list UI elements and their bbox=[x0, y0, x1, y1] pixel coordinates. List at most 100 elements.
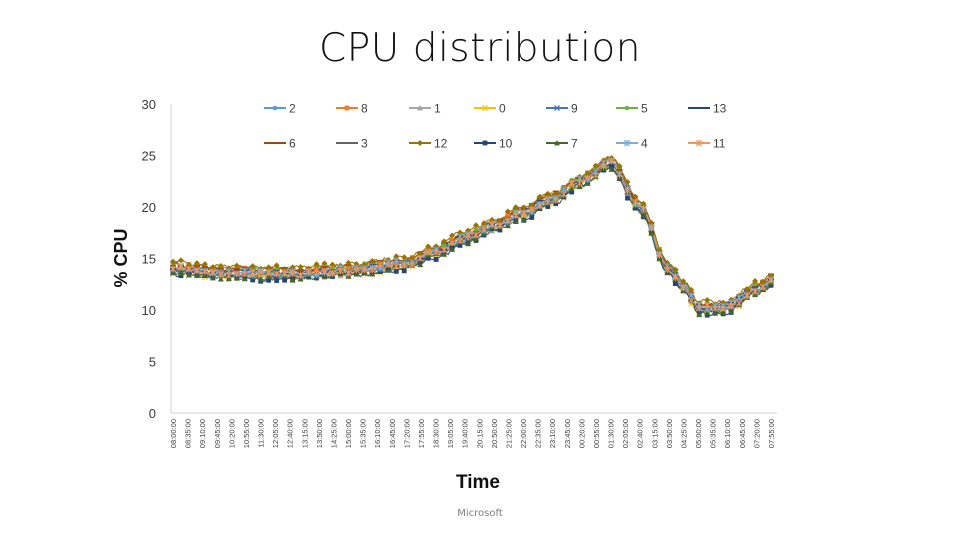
legend-label: 1 bbox=[434, 102, 441, 116]
series-point-10 bbox=[433, 257, 439, 262]
y-tick-label: 30 bbox=[142, 97, 156, 112]
series-point-12 bbox=[209, 264, 216, 271]
x-tick-label: 03:50:00 bbox=[665, 419, 674, 448]
legend-label: 4 bbox=[641, 137, 648, 151]
x-tick-label: 05:00:00 bbox=[694, 419, 703, 448]
series-point-11 bbox=[472, 232, 480, 239]
series-point-10 bbox=[569, 189, 575, 195]
series-point-11 bbox=[512, 212, 520, 219]
axis-labels: Time % CPU bbox=[111, 228, 500, 493]
series-point-10 bbox=[425, 255, 431, 261]
series-point-7 bbox=[512, 218, 519, 225]
series-point-7 bbox=[185, 272, 192, 278]
y-tick-label: 0 bbox=[149, 406, 156, 421]
series-point-11 bbox=[265, 269, 272, 277]
series-point-7 bbox=[584, 180, 591, 186]
series-point-7 bbox=[201, 272, 208, 279]
series-point-11 bbox=[735, 300, 743, 307]
series-point-12 bbox=[472, 222, 479, 229]
series-point-12 bbox=[417, 250, 424, 257]
series-point-11 bbox=[592, 171, 599, 179]
series-point-12 bbox=[185, 262, 192, 269]
series-point-7 bbox=[241, 275, 248, 282]
series-point-11 bbox=[552, 197, 559, 204]
x-tick-label: 18:30:00 bbox=[432, 419, 441, 448]
series-point-7 bbox=[321, 273, 328, 280]
x-tick-label: 19:05:00 bbox=[446, 419, 455, 448]
series-point-5 bbox=[441, 243, 447, 249]
x-tick-label: 06:10:00 bbox=[723, 419, 732, 448]
series-point-11 bbox=[727, 303, 735, 310]
series-point-12 bbox=[401, 254, 408, 261]
x-tick-label: 07:55:00 bbox=[767, 419, 776, 448]
legend-item-13: 13 bbox=[688, 102, 727, 116]
series-point-4 bbox=[735, 294, 743, 301]
series-point-11 bbox=[337, 267, 344, 275]
series-line-10 bbox=[172, 165, 772, 317]
x-tick-label: 22:00:00 bbox=[519, 419, 528, 448]
y-tick-label: 10 bbox=[142, 303, 156, 318]
x-tick-label: 08:00:00 bbox=[169, 419, 178, 448]
x-tick-label: 16:45:00 bbox=[388, 419, 397, 448]
x-tick-label: 10:55:00 bbox=[242, 419, 251, 448]
series-point-12 bbox=[201, 261, 208, 268]
series-markers bbox=[169, 155, 775, 318]
x-tick-label: 14:25:00 bbox=[329, 419, 338, 448]
series-point-7 bbox=[648, 230, 655, 236]
series-point-11 bbox=[711, 305, 719, 312]
series-point-11 bbox=[209, 268, 217, 276]
series-point-11 bbox=[321, 268, 328, 275]
legend-item-4: 4 bbox=[616, 137, 648, 151]
series-point-11 bbox=[648, 224, 655, 232]
series-point-11 bbox=[584, 174, 591, 182]
series-point-11 bbox=[241, 270, 248, 278]
series-point-11 bbox=[424, 249, 432, 256]
series-point-7 bbox=[417, 261, 424, 268]
series-point-11 bbox=[504, 217, 512, 224]
series-point-11 bbox=[488, 220, 496, 228]
series-point-11 bbox=[289, 270, 296, 277]
series-point-12 bbox=[170, 258, 176, 265]
legend-marker bbox=[695, 139, 703, 147]
series-point-10 bbox=[529, 215, 535, 220]
x-tick-label: 16:10:00 bbox=[373, 419, 382, 448]
legend-marker bbox=[554, 140, 560, 146]
series-point-12 bbox=[520, 204, 527, 211]
series-point-11 bbox=[297, 271, 304, 279]
series-point-11 bbox=[201, 268, 209, 275]
y-tick-label: 25 bbox=[142, 149, 156, 164]
series-point-11 bbox=[305, 267, 312, 275]
series-point-12 bbox=[457, 229, 464, 236]
series-point-7 bbox=[504, 222, 511, 229]
series-point-11 bbox=[361, 266, 368, 274]
series-point-11 bbox=[273, 270, 280, 277]
legend-label: 13 bbox=[713, 102, 727, 116]
x-tick-label: 13:15:00 bbox=[300, 419, 309, 448]
series-point-7 bbox=[177, 269, 184, 276]
series-point-12 bbox=[233, 262, 240, 269]
x-tick-label: 10:20:00 bbox=[227, 419, 236, 448]
series-point-12 bbox=[297, 263, 304, 270]
series-point-12 bbox=[265, 264, 272, 271]
series-point-11 bbox=[616, 171, 623, 178]
series-point-10 bbox=[393, 268, 399, 274]
x-tick-label: 01:30:00 bbox=[607, 419, 616, 448]
x-tick-label: 20:50:00 bbox=[490, 419, 499, 448]
series-point-7 bbox=[369, 271, 376, 277]
series-point-11 bbox=[536, 202, 543, 210]
series-point-11 bbox=[576, 180, 583, 187]
series-point-7 bbox=[265, 273, 272, 279]
series-point-11 bbox=[409, 261, 416, 268]
series-point-12 bbox=[441, 238, 448, 245]
x-tick-label: 03:15:00 bbox=[650, 419, 659, 448]
series-point-12 bbox=[345, 259, 352, 266]
legend-item-12: 12 bbox=[409, 137, 448, 151]
series-point-7 bbox=[728, 308, 735, 315]
x-tick-label: 15:35:00 bbox=[359, 419, 368, 448]
legend-item-8: 8 bbox=[336, 102, 368, 116]
series-point-11 bbox=[496, 222, 504, 229]
legend-marker bbox=[623, 139, 631, 147]
legend-label: 11 bbox=[713, 137, 726, 151]
series-point-11 bbox=[672, 274, 679, 281]
series-point-11 bbox=[600, 163, 607, 170]
